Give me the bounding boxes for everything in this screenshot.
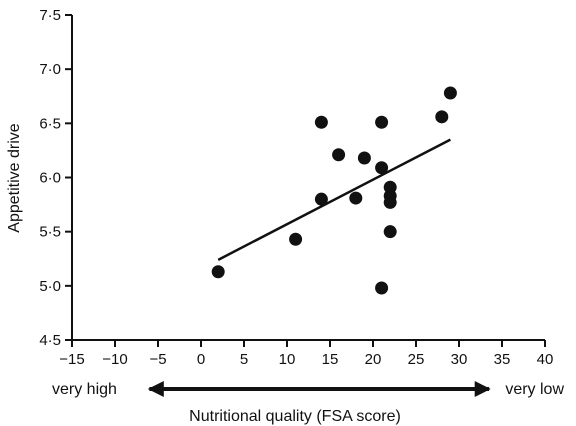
x-tick-label: 35 xyxy=(494,351,511,368)
data-point xyxy=(211,265,225,279)
trend-line xyxy=(217,138,451,261)
data-point xyxy=(383,225,397,239)
x-tick-label: 40 xyxy=(537,351,554,368)
data-point xyxy=(383,195,397,209)
data-point xyxy=(349,191,363,205)
x-tick-label: 5 xyxy=(240,351,248,368)
y-axis-title: Appetitive drive xyxy=(6,123,23,232)
data-point xyxy=(289,232,303,246)
x-axis-title: Nutritional quality (FSA score) xyxy=(189,408,401,425)
x-tick-label: 30 xyxy=(451,351,468,368)
y-tick-label: 7·5 xyxy=(39,7,61,24)
data-point xyxy=(375,281,389,295)
y-tick-label: 6·5 xyxy=(39,115,61,132)
y-tick-label: 6·0 xyxy=(39,170,61,187)
data-point xyxy=(357,151,371,165)
x-tick-label: −5 xyxy=(149,351,166,368)
data-point xyxy=(332,148,346,162)
x-tick-label: 0 xyxy=(197,351,205,368)
data-point xyxy=(314,192,328,206)
x-tick-label: −10 xyxy=(102,351,127,368)
x-tick-label: 10 xyxy=(279,351,296,368)
quality-very-high-label: very high xyxy=(52,381,117,398)
x-tick-label: 20 xyxy=(365,351,382,368)
y-tick-label: 7·0 xyxy=(39,61,61,78)
x-tick-label: −15 xyxy=(59,351,84,368)
data-point xyxy=(435,110,449,124)
x-tick-label: 25 xyxy=(408,351,425,368)
data-point xyxy=(443,86,457,100)
data-point xyxy=(314,115,328,129)
y-tick-label: 4·5 xyxy=(39,332,61,349)
data-point xyxy=(375,115,389,129)
data-point xyxy=(375,161,389,175)
y-tick-label: 5·5 xyxy=(39,224,61,241)
y-tick-label: 5·0 xyxy=(39,278,61,295)
quality-very-low-label: very low xyxy=(505,381,564,398)
x-tick-label: 15 xyxy=(322,351,339,368)
